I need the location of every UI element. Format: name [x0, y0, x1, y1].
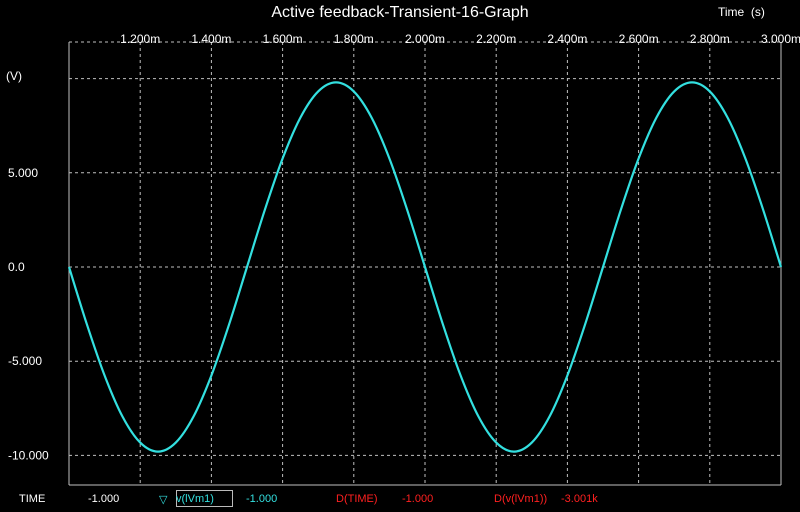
dtime-value: -1.000: [402, 493, 434, 505]
wave-value: -1.000: [246, 493, 278, 505]
time-value: -1.000: [88, 493, 120, 505]
x-tick-label: 1.600m: [263, 32, 303, 46]
x-tick-label: 2.600m: [619, 32, 659, 46]
x-axis-label: Time (s): [718, 5, 765, 19]
x-tick-label: 2.800m: [690, 32, 730, 46]
x-tick-label: 2.000m: [405, 32, 445, 46]
chart-title: Active feedback-Transient-16-Graph: [271, 4, 529, 21]
y-tick-label: -10.000: [8, 448, 49, 462]
x-tick-label: 1.400m: [191, 32, 231, 46]
y-tick-label: 5.000: [8, 166, 38, 180]
y-axis-label: (V): [6, 69, 22, 83]
x-tick-label: 1.800m: [334, 32, 374, 46]
time-label: TIME: [19, 493, 46, 505]
y-tick-label: -5.000: [8, 354, 42, 368]
x-tick-label: 1.200m: [120, 32, 160, 46]
series-line-v-lvm1[interactable]: [67, 81, 783, 453]
status-bar: TIME -1.000 ▽ v(lVm1) -1.000 D(TIME) -1.…: [0, 490, 800, 510]
wave-selector[interactable]: [176, 490, 233, 507]
x-tick-label: 2.400m: [547, 32, 587, 46]
wave-label[interactable]: v(lVm1): [176, 493, 214, 505]
plot-area[interactable]: 1.200m 1.400m 1.600m 1.800m 2.000m 2.200m 2.40…: [0, 0, 800, 490]
x-tick-label: 3.000m: [761, 32, 800, 46]
dtime-label: D(TIME): [336, 493, 378, 505]
wave-marker-icon[interactable]: ▽: [159, 494, 168, 506]
y-tick-label: 0.0: [8, 260, 25, 274]
dwave-value: -3.001k: [561, 493, 598, 505]
x-tick-label: 2.200m: [476, 32, 516, 46]
dwave-label: D(v(lVm1)): [494, 493, 548, 505]
